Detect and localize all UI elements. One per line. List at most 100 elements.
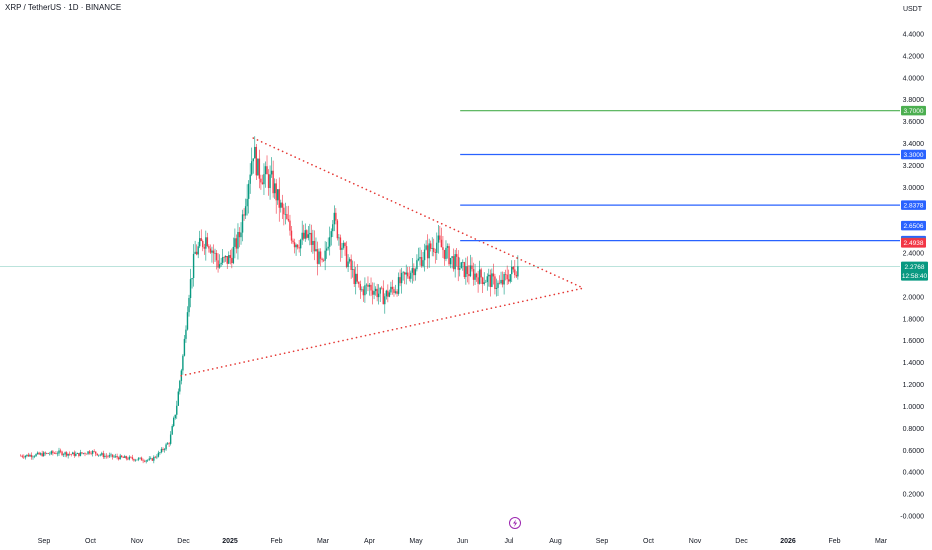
price-badge <box>901 220 926 231</box>
candle-body <box>433 247 435 252</box>
candle-body <box>457 256 459 270</box>
candle-body <box>174 414 176 419</box>
candle-body <box>384 296 386 305</box>
candle-body <box>368 284 371 287</box>
candle-body <box>111 454 114 457</box>
candle-body <box>466 266 469 275</box>
candle-body <box>47 453 49 454</box>
candle-body <box>423 249 426 261</box>
candle-body <box>304 230 306 239</box>
candle-body <box>289 220 291 231</box>
candle-body <box>327 246 329 249</box>
candle-body <box>261 182 264 185</box>
candle-body <box>55 453 57 454</box>
price-badge <box>901 238 926 248</box>
candle-body <box>512 266 514 270</box>
candle-body <box>124 456 126 458</box>
candle-body <box>61 451 63 456</box>
candle-body <box>145 460 147 462</box>
candle-body <box>104 455 106 458</box>
candle-body <box>301 232 303 240</box>
candle-body <box>179 380 181 392</box>
candle-body <box>492 273 495 277</box>
price-badges: 3.70003.30002.83782.51362.65062.49822.49… <box>901 105 928 281</box>
candle-body <box>350 259 352 270</box>
candle-body <box>449 258 452 265</box>
candle-body <box>341 247 343 250</box>
y-tick-label: 2.4000 <box>903 251 925 258</box>
candle-body <box>339 237 342 250</box>
candle-body <box>221 257 224 263</box>
candle-body <box>79 452 82 456</box>
y-tick-label: 3.0000 <box>903 185 925 192</box>
candle-body <box>189 279 192 298</box>
candle-body <box>199 238 201 247</box>
candle-body <box>134 459 137 461</box>
candle-body <box>220 262 222 265</box>
candle-body <box>255 146 258 176</box>
candle-body <box>275 183 277 201</box>
candle-body <box>459 268 461 270</box>
candle-body <box>173 418 175 427</box>
candle-body <box>195 251 198 255</box>
level-lines[interactable] <box>460 110 900 242</box>
candle-body <box>494 276 496 289</box>
candle-body <box>445 247 447 259</box>
candle-body <box>110 454 112 456</box>
candle-body <box>235 238 238 249</box>
candle-body <box>338 237 340 239</box>
triangle-lower-line[interactable] <box>180 287 585 377</box>
candle-body <box>38 452 40 455</box>
candle-body <box>281 202 284 208</box>
candle-body <box>205 237 207 249</box>
candle-body <box>295 244 297 248</box>
candle-body <box>96 453 98 456</box>
candle-body <box>388 292 391 297</box>
candle-body <box>121 455 123 458</box>
candle-body <box>188 297 190 313</box>
candle-body <box>428 243 430 259</box>
time-axis[interactable]: Sep Oct Nov Dec 2025 Feb Mar Apr May Jun Jul Aug Sep… <box>38 538 888 545</box>
price-badge-label: 2.6506 <box>904 223 924 230</box>
candle-body <box>241 214 244 233</box>
candle-body <box>116 456 118 458</box>
y-tick-label: 0.8000 <box>903 426 925 433</box>
candle-body <box>81 452 83 454</box>
x-tick-label: Nov <box>131 538 144 545</box>
x-tick-label: Feb <box>828 538 840 545</box>
candle-body <box>202 240 204 248</box>
y-tick-label: 4.0000 <box>903 75 925 82</box>
symbol-title[interactable]: XRP / TetherUS · 1D · BINANCE <box>5 3 122 12</box>
y-tick-label: -0.0000 <box>900 514 924 521</box>
candle-body <box>344 242 346 247</box>
candle-body <box>367 284 369 287</box>
candle-body <box>102 453 105 458</box>
triangle-upper-line[interactable] <box>252 137 585 289</box>
y-tick-label: 3.6000 <box>903 119 925 126</box>
candle-body <box>394 291 397 293</box>
x-tick-label: 2026 <box>780 538 796 545</box>
candle-body <box>448 246 450 265</box>
candle-body <box>414 269 417 276</box>
candle-body <box>269 174 271 189</box>
candle-body <box>309 232 311 235</box>
candle-body <box>489 274 492 287</box>
candle-body <box>483 282 485 285</box>
candle-body <box>437 235 440 243</box>
candle-body <box>485 282 487 283</box>
candle-body <box>42 452 45 457</box>
x-tick-label: 2025 <box>222 538 238 545</box>
lightning-icon[interactable] <box>509 517 521 529</box>
candle-body <box>176 405 178 415</box>
triangle-pattern[interactable] <box>180 137 585 377</box>
y-tick-label: 1.4000 <box>903 360 925 367</box>
y-tick-label: 1.0000 <box>903 404 925 411</box>
candle-body <box>88 451 91 454</box>
candle-body <box>151 458 153 461</box>
candle-body <box>266 166 268 175</box>
candle-body <box>312 240 314 245</box>
x-tick-label: Sep <box>596 538 609 545</box>
current-price-badge <box>901 261 928 281</box>
candle-body <box>402 272 404 273</box>
